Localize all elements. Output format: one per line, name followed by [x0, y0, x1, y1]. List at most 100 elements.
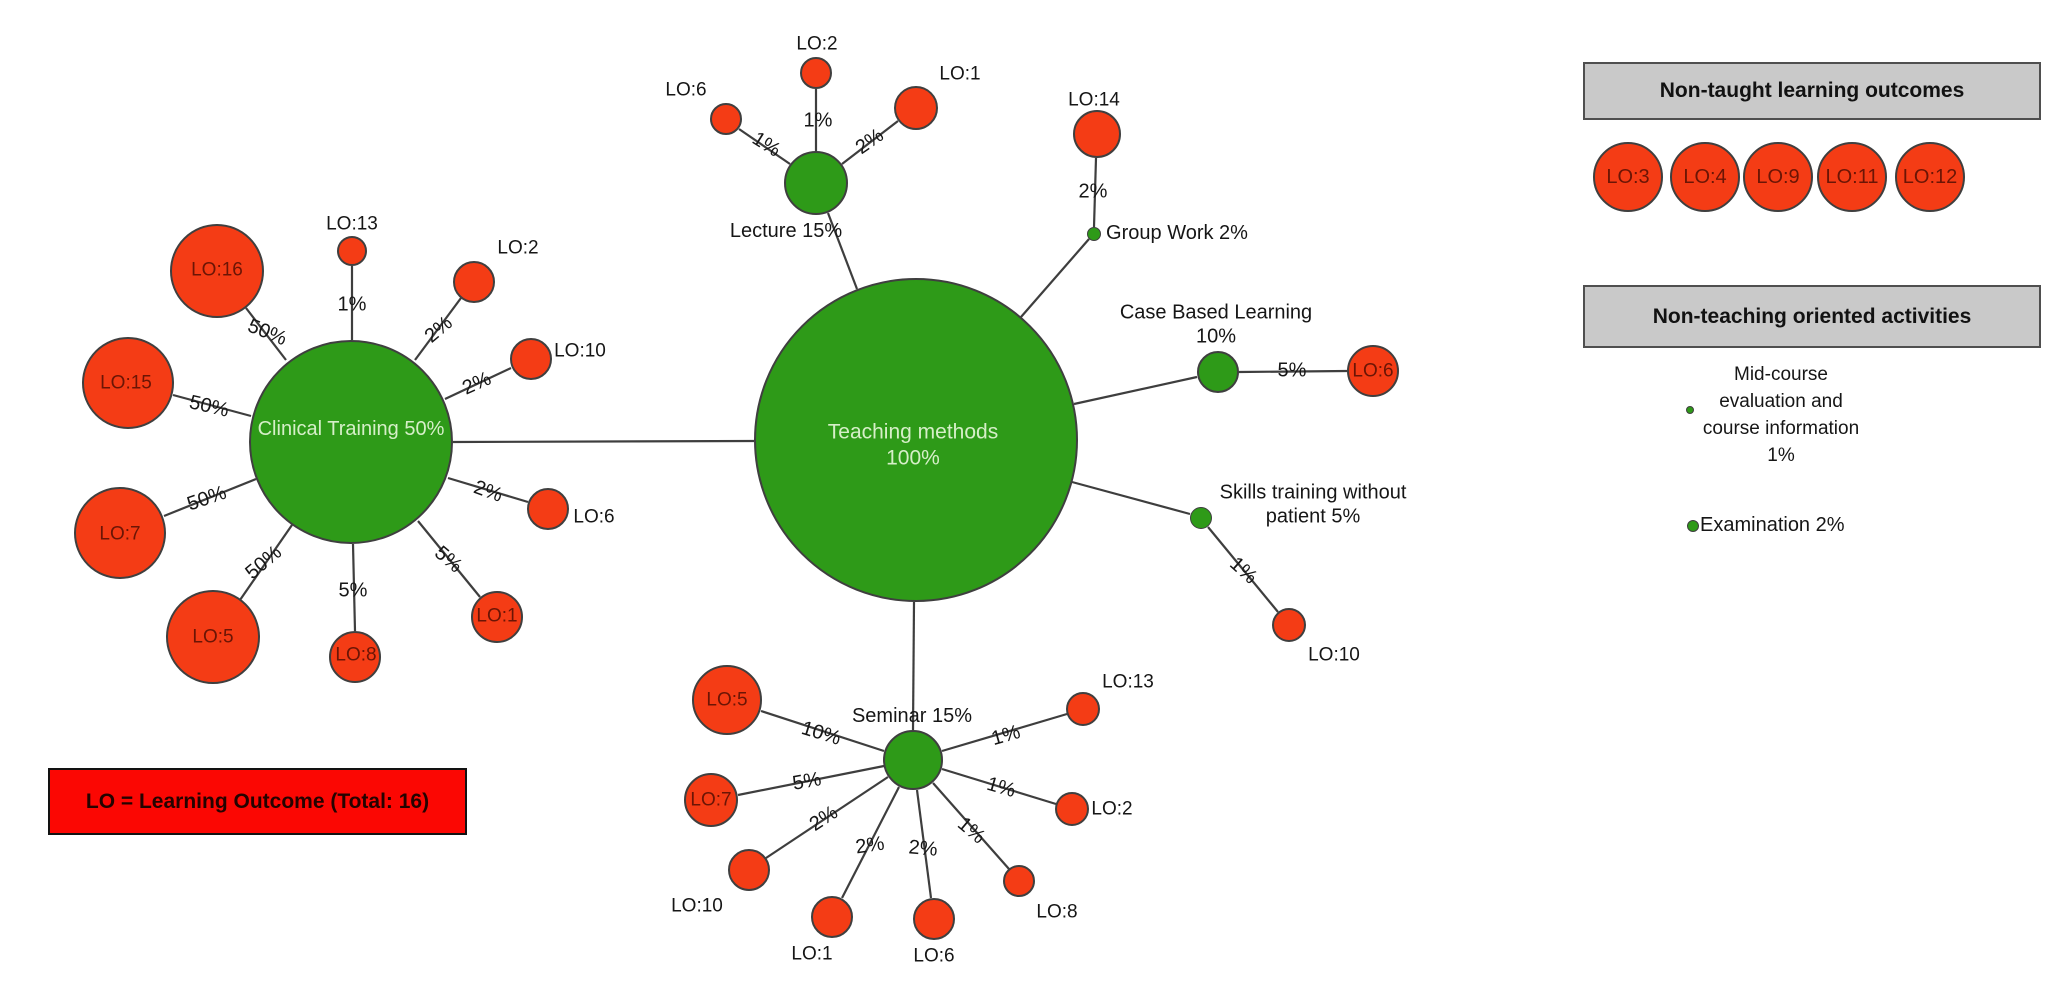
node-clinical-lo7 [74, 487, 166, 579]
node-clinical-lo1 [471, 591, 523, 643]
node-label-nontaught-lo4: LO:4 [1683, 165, 1727, 188]
examination-label: Examination 2% [1700, 514, 1845, 536]
edge-line [1092, 157, 1098, 228]
edge-line [1071, 480, 1191, 516]
node-groupwork-lo14 [1073, 110, 1121, 158]
edge-line [417, 520, 481, 598]
node-label-seminar-lo1: LO:1 [791, 943, 833, 965]
edge-line [841, 120, 899, 165]
node-seminar-lo8 [1003, 865, 1035, 897]
node-label-clinical-lo5: LO:5 [192, 626, 234, 648]
node-label-skills-lo10: LO:10 [1308, 644, 1360, 666]
node-group-work [1087, 227, 1101, 241]
node-nontaught-lo9 [1743, 142, 1813, 212]
node-label-seminar-lo2: LO:2 [1091, 798, 1133, 820]
node-lecture [784, 151, 848, 215]
edge-percent-label: 1% [337, 293, 367, 316]
node-lecture-lo1 [894, 86, 938, 130]
node-label-seminar-lo10: LO:10 [671, 895, 723, 917]
edge-line [351, 543, 357, 632]
node-nontaught-lo3 [1593, 142, 1663, 212]
edge-line [760, 709, 885, 753]
edge-line [915, 789, 933, 899]
node-label-nontaught-lo9: LO:9 [1756, 165, 1800, 188]
node-seminar-lo2 [1055, 792, 1089, 826]
node-label-nontaught-lo12: LO:12 [1902, 165, 1958, 188]
edge-line [941, 712, 1068, 753]
node-label-clinical-lo10: LO:10 [554, 340, 606, 362]
edge-line [1238, 369, 1348, 374]
node-clinical-lo16 [170, 224, 264, 318]
node-label-clinical-lo6: LO:6 [573, 506, 615, 528]
node-label-nontaught-lo11: LO:11 [1825, 165, 1879, 188]
panel-header-non-taught: Non-taught learning outcomes [1583, 62, 2041, 120]
node-label-cbl-lo6: LO:6 [1352, 360, 1394, 382]
node-clinical-lo10 [510, 338, 552, 380]
panel-title: Non-teaching oriented activities [1652, 304, 1972, 328]
node-examination-dot [1687, 520, 1699, 532]
node-skills-training [1190, 507, 1212, 529]
node-label-clinical: Clinical Training 50% [257, 417, 445, 440]
node-label-groupwork-lo14: LO:14 [1068, 89, 1120, 111]
node-seminar-lo1 [811, 896, 853, 938]
edge-line [172, 393, 252, 418]
node-label-lecture: Lecture 15% [729, 219, 843, 242]
edge-line [163, 477, 257, 518]
node-seminar-lo13 [1066, 692, 1100, 726]
node-seminar-lo5 [692, 665, 762, 735]
node-lecture-lo2 [800, 57, 832, 89]
node-nontaught-lo12 [1895, 142, 1965, 212]
node-clinical-lo15 [82, 337, 174, 429]
edge-percent-label: 5% [1277, 359, 1307, 382]
edge-line [737, 764, 885, 797]
node-lecture-lo6 [710, 103, 742, 135]
edge-line [1073, 375, 1198, 406]
edge-percent-label: 2% [907, 836, 939, 861]
node-midcourse-dot [1686, 406, 1694, 414]
node-teaching [754, 278, 1078, 602]
edge-percent-label: 1% [803, 109, 833, 132]
edge-line [911, 601, 916, 731]
node-label-clinical-lo7: LO:7 [99, 523, 141, 545]
node-seminar-lo7 [684, 773, 738, 827]
node-case-based-learning [1197, 351, 1239, 393]
legend-box: LO = Learning Outcome (Total: 16) [48, 768, 467, 835]
node-clinical-lo5 [166, 590, 260, 684]
node-label-clinical-lo2: LO:2 [497, 237, 539, 259]
edge-line [239, 524, 293, 601]
node-label-clinical-lo15: LO:15 [100, 372, 152, 394]
node-label-clinical-lo1: LO:1 [476, 605, 518, 627]
edge-line [841, 786, 900, 899]
node-label-seminar-lo13: LO:13 [1102, 671, 1154, 693]
node-clinical-lo2 [453, 261, 495, 303]
node-label-clinical-lo8: LO:8 [335, 644, 377, 666]
edge-line [447, 476, 529, 504]
node-nontaught-lo11 [1817, 142, 1887, 212]
edge-line [826, 212, 859, 290]
node-seminar [883, 730, 943, 790]
edge-percent-label: 2% [854, 832, 886, 859]
node-label-teaching: Teaching methods 100% [827, 420, 999, 469]
edge-line [738, 128, 791, 165]
node-seminar-lo6 [913, 898, 955, 940]
edge-percent-label: 5% [790, 768, 824, 795]
node-clinical-lo6 [527, 488, 569, 530]
node-label-clinical-lo16: LO:16 [191, 259, 243, 281]
node-nontaught-lo4 [1670, 142, 1740, 212]
edge-line [932, 782, 1010, 870]
edge-percent-label: 2% [1078, 180, 1108, 203]
node-label-seminar-lo7: LO:7 [690, 789, 732, 811]
node-seminar-lo10 [728, 849, 770, 891]
edge-line [444, 367, 512, 400]
node-label-seminar-lo8: LO:8 [1036, 901, 1078, 923]
node-skills-lo10 [1272, 608, 1306, 642]
midcourse-evaluation-label: Mid-course evaluation and course informa… [1702, 364, 1860, 466]
node-cbl-lo6 [1347, 345, 1399, 397]
node-label-case-based-learning: Case Based Learning 10% [1119, 301, 1313, 348]
node-label-lecture-lo2: LO:2 [796, 33, 838, 55]
node-label-lecture-lo6: LO:6 [665, 79, 707, 101]
node-clinical [249, 340, 453, 544]
edge-line [452, 439, 755, 444]
